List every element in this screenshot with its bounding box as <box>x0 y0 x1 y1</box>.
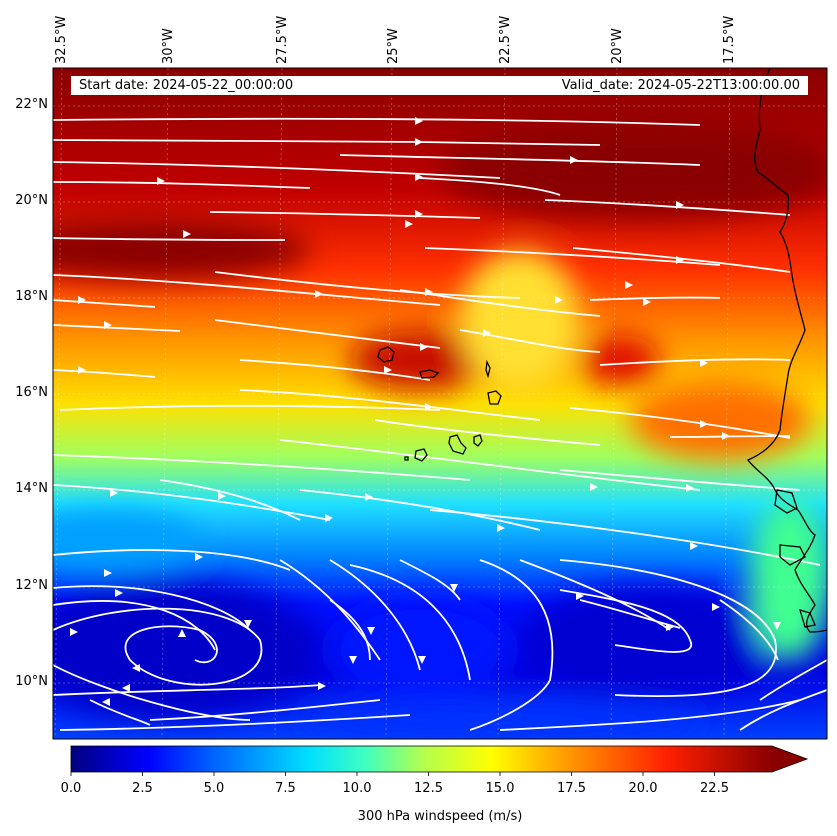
colorbar-tick-label: 10.0 <box>342 781 372 796</box>
colorbar-tick-label: 5.0 <box>203 781 225 796</box>
lon-label: 27.5°W <box>275 15 290 64</box>
colorbar-tick-label: 12.5 <box>414 781 443 796</box>
lon-label: 25°W <box>386 28 401 64</box>
colorbar-tick-label: 15.0 <box>485 781 515 796</box>
colorbar-tick-label: 20.0 <box>628 781 658 796</box>
date-info-box: Start date: 2024-05-22_00:00:00 Valid_da… <box>71 76 808 95</box>
lon-label: 32.5°W <box>54 15 69 64</box>
lat-label: 10°N <box>15 674 48 689</box>
colorbar-label: 300 hPa windspeed (m/s) <box>357 809 523 824</box>
valid-date: Valid_date: 2024-05-22T13:00:00.00 <box>561 78 800 93</box>
lon-label: 22.5°W <box>498 15 513 64</box>
lat-label: 16°N <box>15 385 48 400</box>
lon-label: 20°W <box>610 28 625 64</box>
coastline <box>377 68 827 633</box>
streamlines <box>53 117 827 731</box>
lat-label: 18°N <box>15 289 48 304</box>
lat-label: 20°N <box>15 193 48 208</box>
lat-label: 14°N <box>15 481 48 496</box>
lon-label: 30°W <box>161 28 176 64</box>
colorbar-tick-label: 2.5 <box>132 781 153 796</box>
start-date: Start date: 2024-05-22_00:00:00 <box>79 78 294 93</box>
streamline-arrows <box>70 117 809 706</box>
colorbar-tick-label: 17.5 <box>557 781 586 796</box>
lon-label: 17.5°W <box>722 15 737 64</box>
colorbar-tick-label: 0.0 <box>60 781 82 796</box>
map-frame <box>52 67 828 740</box>
colorbar-tick-label: 22.5 <box>700 781 729 796</box>
windspeed-field <box>53 68 827 739</box>
colorbar-tick-label: 7.5 <box>275 781 296 796</box>
colorbar <box>70 745 809 776</box>
lat-label: 22°N <box>15 97 48 112</box>
lat-label: 12°N <box>15 578 48 593</box>
